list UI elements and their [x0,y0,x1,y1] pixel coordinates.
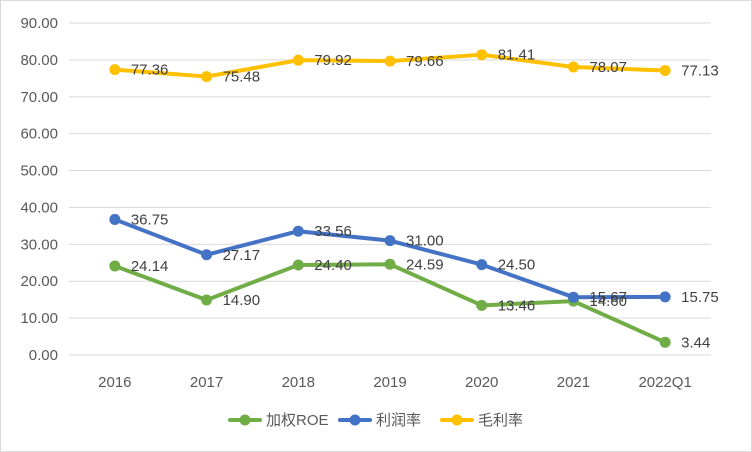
data-label: 14.60 [589,293,627,310]
series-line [112,217,668,300]
series-line [112,262,668,345]
data-label: 3.44 [681,334,710,351]
data-label: 31.00 [406,233,444,250]
data-point [384,235,396,247]
legend-item: 加权ROE [228,412,329,429]
legend-marker-icon [349,414,361,426]
data-label: 78.07 [589,59,627,76]
legend: 加权ROE 利润率 毛利率 [228,412,523,429]
data-point [476,259,488,271]
data-point [109,64,121,76]
data-point [109,213,121,225]
data-point [292,259,304,271]
y-tick-label: 20.00 [20,273,58,290]
y-tick-label: 50.00 [20,163,58,180]
data-point [384,55,396,67]
legend-item: 利润率 [338,412,421,429]
x-tick-label: 2020 [465,374,498,391]
y-tick-label: 40.00 [20,199,58,216]
data-label: 27.17 [223,247,261,264]
data-label: 13.46 [498,297,536,314]
data-label: 81.41 [498,47,536,64]
data-label: 15.75 [681,289,719,306]
data-point [567,61,579,73]
y-tick-label: 70.00 [20,89,58,106]
data-point [109,260,121,272]
data-point [659,291,671,303]
y-tick-label: 10.00 [20,310,58,327]
data-label: 24.14 [131,258,169,275]
legend-label: 利润率 [376,412,421,429]
data-point [201,249,213,261]
x-tick-label: 2018 [282,374,315,391]
data-label: 33.56 [314,223,352,240]
data-label: 36.75 [131,211,169,228]
x-tick-label: 2017 [190,374,223,391]
data-point [201,71,213,83]
y-tick-label: 90.00 [20,15,58,32]
data-point [567,291,579,303]
data-label: 14.90 [223,292,261,309]
x-tick-label: 2022Q1 [638,374,691,391]
x-tick-label: 2019 [373,374,406,391]
data-label: 77.13 [681,62,719,79]
data-label: 77.36 [131,62,169,79]
legend-label: 毛利率 [478,412,523,429]
data-label: 79.92 [314,52,352,69]
data-label: 75.48 [223,69,261,86]
data-point [292,225,304,237]
x-tick-label: 2021 [557,374,590,391]
data-point [476,49,488,61]
data-label: 15.67 [589,289,627,306]
y-tick-label: 30.00 [20,236,58,253]
legend-item: 毛利率 [440,412,523,429]
y-tick-label: 80.00 [20,52,58,69]
data-label: 24.50 [498,257,536,274]
data-label: 24.40 [314,257,352,274]
data-point [384,258,396,270]
data-point [476,299,488,311]
data-point [201,294,213,306]
y-axis-ticks: 0.00 10.00 20.00 30.00 40.00 50.00 60.00 70.00 8… [20,15,58,364]
y-tick-label: 60.00 [20,126,58,143]
data-point [659,336,671,348]
data-point [659,64,671,76]
x-axis-ticks: 2016 2017 2018 2019 2020 2021 2022Q1 [98,374,692,391]
data-labels: 24.14 14.90 24.40 24.59 13.46 14.60 3.44 36.75 2… [131,47,719,352]
legend-marker-icon [239,414,251,426]
x-tick-label: 2016 [98,374,131,391]
legend-marker-icon [451,414,463,426]
data-label: 24.59 [406,256,444,273]
data-label: 79.66 [406,53,444,70]
legend-label: 加权ROE [266,412,329,429]
data-point [292,54,304,66]
y-tick-label: 0.00 [29,347,58,364]
series-lines [109,49,671,348]
